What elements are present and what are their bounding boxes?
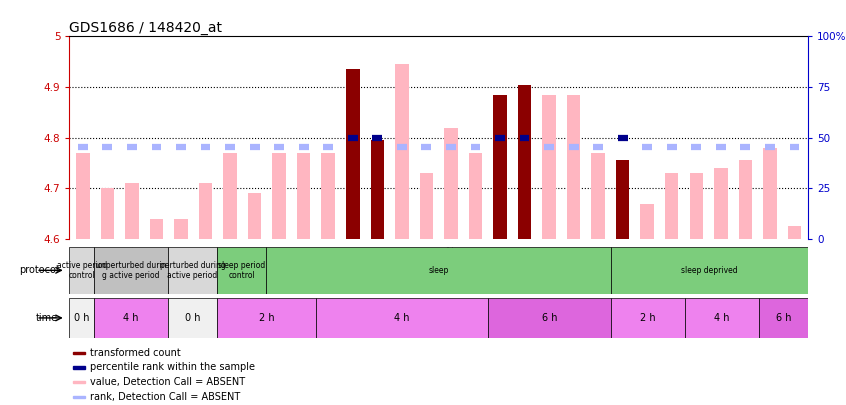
Bar [223, 153, 237, 239]
Bar [199, 183, 212, 239]
Bar [297, 153, 310, 239]
Text: GDS1686 / 148420_at: GDS1686 / 148420_at [69, 21, 222, 35]
Bar [759, 298, 808, 338]
Text: 0 h: 0 h [74, 313, 90, 323]
Bar [763, 148, 777, 239]
Bar [168, 247, 217, 294]
Bar [168, 298, 217, 338]
Text: 2 h: 2 h [259, 313, 274, 323]
Text: percentile rank within the sample: percentile rank within the sample [91, 362, 255, 373]
Bar [69, 298, 94, 338]
Bar [94, 247, 168, 294]
Bar [591, 153, 605, 239]
Bar [567, 95, 580, 239]
Bar [150, 219, 163, 239]
Bar [73, 396, 85, 398]
Bar [611, 247, 808, 294]
Bar [395, 64, 409, 239]
Bar [640, 204, 654, 239]
Text: sleep: sleep [428, 266, 449, 275]
Bar [420, 173, 433, 239]
Bar [542, 95, 556, 239]
Bar [174, 219, 188, 239]
Bar [493, 95, 507, 239]
Text: 2 h: 2 h [640, 313, 656, 323]
Bar [788, 226, 801, 239]
Bar [739, 160, 752, 239]
Bar [73, 352, 85, 354]
Bar [101, 188, 114, 239]
Bar [73, 381, 85, 383]
Bar [346, 69, 360, 239]
Bar [665, 173, 678, 239]
Bar [73, 367, 85, 369]
Text: 6 h: 6 h [541, 313, 558, 323]
Text: 4 h: 4 h [124, 313, 139, 323]
Bar [266, 247, 611, 294]
Bar [371, 140, 384, 239]
Bar [272, 153, 286, 239]
Bar [217, 247, 266, 294]
Text: transformed count: transformed count [91, 348, 181, 358]
Bar [488, 298, 611, 338]
Text: sleep deprived: sleep deprived [681, 266, 738, 275]
Text: value, Detection Call = ABSENT: value, Detection Call = ABSENT [91, 377, 245, 387]
Text: rank, Detection Call = ABSENT: rank, Detection Call = ABSENT [91, 392, 241, 402]
Text: sleep period
control: sleep period control [218, 261, 266, 280]
Bar [217, 298, 316, 338]
Text: protocol: protocol [19, 265, 58, 275]
Bar [316, 298, 488, 338]
Text: 4 h: 4 h [394, 313, 409, 323]
Text: perturbed during
active period: perturbed during active period [160, 261, 225, 280]
Bar [689, 173, 703, 239]
Text: time: time [36, 313, 58, 323]
Bar [444, 128, 458, 239]
Bar [469, 153, 482, 239]
Bar [248, 193, 261, 239]
Bar [518, 85, 531, 239]
Text: 4 h: 4 h [714, 313, 729, 323]
Bar [684, 298, 759, 338]
Bar [94, 298, 168, 338]
Text: active period
control: active period control [57, 261, 107, 280]
Bar [321, 153, 335, 239]
Bar [76, 153, 90, 239]
Bar [69, 247, 94, 294]
Bar [125, 183, 139, 239]
Bar [611, 298, 684, 338]
Text: 6 h: 6 h [776, 313, 791, 323]
Bar [714, 168, 728, 239]
Bar [616, 160, 629, 239]
Text: 0 h: 0 h [184, 313, 201, 323]
Text: unperturbed durin
g active period: unperturbed durin g active period [96, 261, 166, 280]
